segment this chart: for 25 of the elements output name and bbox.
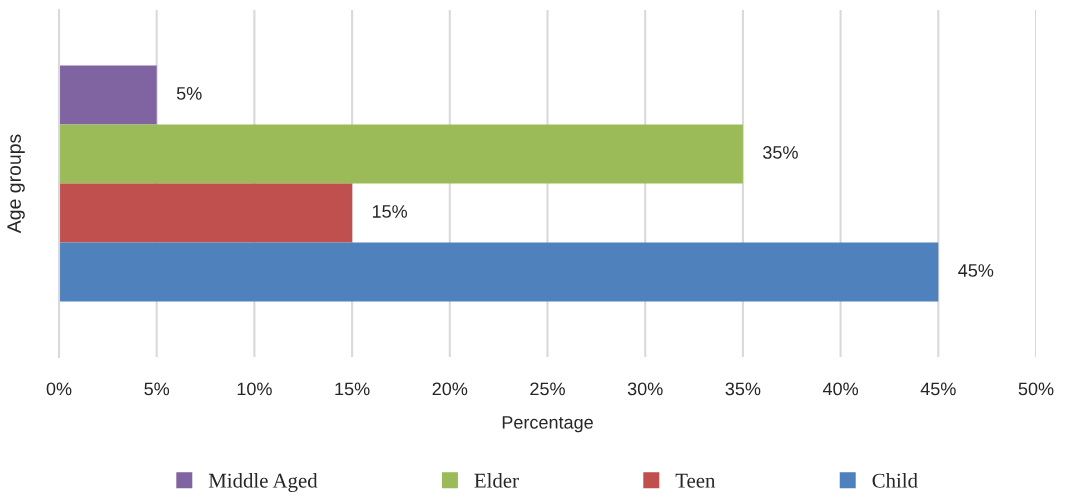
bar xyxy=(59,183,353,243)
x-tick-label: 5% xyxy=(144,382,170,396)
bar xyxy=(59,242,939,302)
x-tick-label: 50% xyxy=(1018,382,1054,396)
legend-label: Child xyxy=(872,473,918,488)
x-axis-title: Percentage xyxy=(502,416,593,433)
x-tick-label: 25% xyxy=(530,382,565,396)
bar xyxy=(59,65,157,125)
x-tick-label: 0% xyxy=(46,382,72,396)
bar xyxy=(59,124,743,184)
legend-label: Teen xyxy=(675,473,716,488)
data-label: 45% xyxy=(958,264,994,277)
x-tick-label: 15% xyxy=(335,382,370,396)
x-tick-label: 45% xyxy=(920,382,956,396)
legend-label: Elder xyxy=(474,473,519,488)
x-tick-label: 40% xyxy=(822,382,859,396)
y-axis-title: Age groups xyxy=(7,134,25,234)
legend-label: Middle Aged xyxy=(208,473,318,492)
data-label: 35% xyxy=(763,146,798,159)
x-tick-label: 20% xyxy=(432,382,468,396)
data-label: 5% xyxy=(176,87,202,100)
x-tick-label: 30% xyxy=(627,382,663,396)
x-tick-label: 10% xyxy=(237,382,272,396)
data-label: 15% xyxy=(372,205,408,218)
x-tick-label: 35% xyxy=(725,382,761,396)
